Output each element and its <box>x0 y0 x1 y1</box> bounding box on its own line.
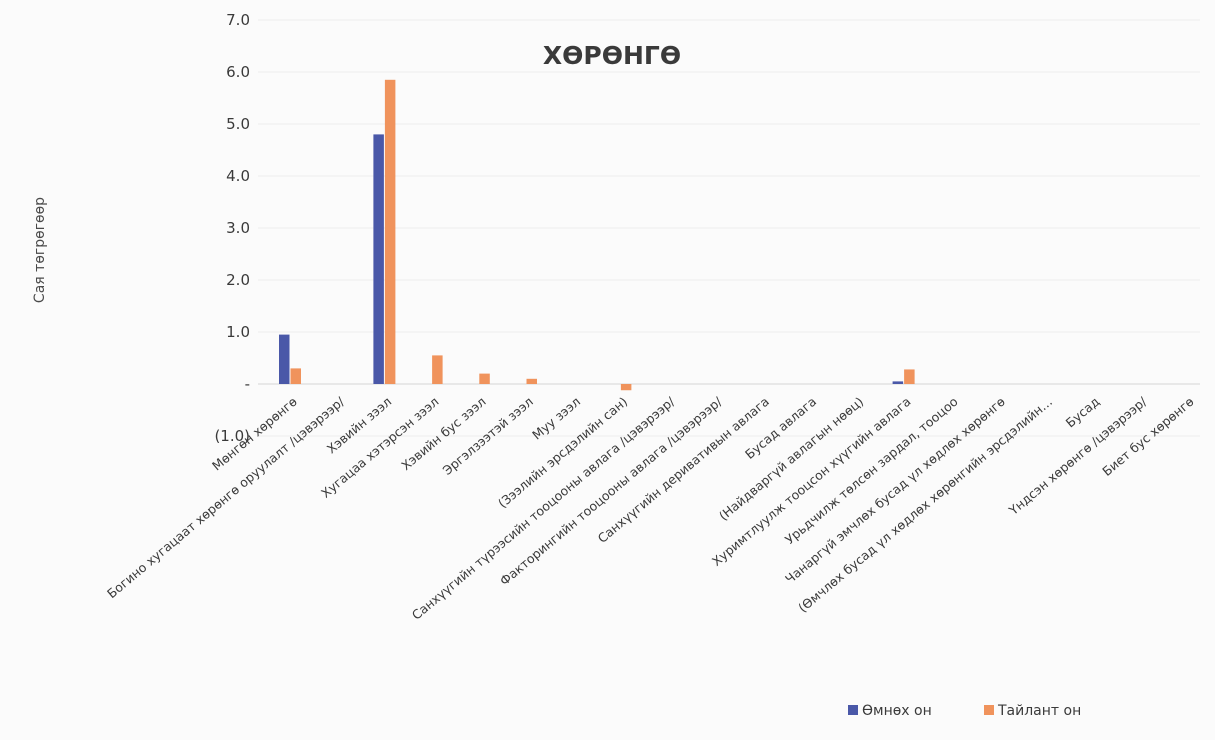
bar <box>479 373 490 384</box>
y-axis-label: Сая төгрөгөөр <box>32 197 48 303</box>
gridlines <box>258 19 1200 437</box>
chart-title: ХӨРӨНГӨ <box>543 41 681 70</box>
y-tick-label: 5.0 <box>226 115 250 133</box>
x-category-label: Хэвийн бус зээл <box>398 394 488 473</box>
bar <box>620 384 632 391</box>
y-tick-label: (1.0) <box>214 427 250 445</box>
bars <box>279 79 915 391</box>
y-tick-label: 7.0 <box>226 11 250 29</box>
bar <box>904 369 915 384</box>
bar <box>279 334 290 384</box>
y-tick-label: 1.0 <box>226 323 250 341</box>
x-category-label: Урьдчилж төлсөн зардал, тооцоо <box>782 394 961 547</box>
bar <box>526 378 537 384</box>
y-tick-label: 4.0 <box>226 167 250 185</box>
x-category-label: Бусад <box>1063 394 1103 431</box>
legend-swatch-report-year <box>984 705 994 715</box>
y-tick-label: 3.0 <box>226 219 250 237</box>
x-category-label: Богино хугацаат хөрөнгө оруулалт /цэвэрэ… <box>104 393 348 601</box>
legend-label-previous-year: Өмнөх он <box>862 703 932 719</box>
x-category-label: Санхүүгийн деривативын авлага <box>595 394 772 546</box>
y-tick-label: - <box>245 375 250 393</box>
bar <box>892 381 904 384</box>
x-category-label: Факторингийн тооцооны авлага /цэвэрээр/ <box>497 393 726 588</box>
legend-label-report-year: Тайлант он <box>997 703 1081 719</box>
bar <box>384 79 396 385</box>
y-axis-ticks: (1.0) - 1.0 2.0 3.0 4.0 5.0 6.0 7.0 <box>214 11 250 445</box>
bar <box>290 368 301 384</box>
y-tick-label: 2.0 <box>226 271 250 289</box>
bar <box>432 355 443 384</box>
legend: Өмнөх он Тайлант он <box>848 703 1081 719</box>
y-tick-label: 6.0 <box>226 63 250 81</box>
x-category-label: Чанаргүй эмчлөх бусад үл хөдлөх хөрөнгө <box>782 394 1008 587</box>
legend-swatch-previous-year <box>848 705 858 715</box>
bar <box>373 134 384 384</box>
